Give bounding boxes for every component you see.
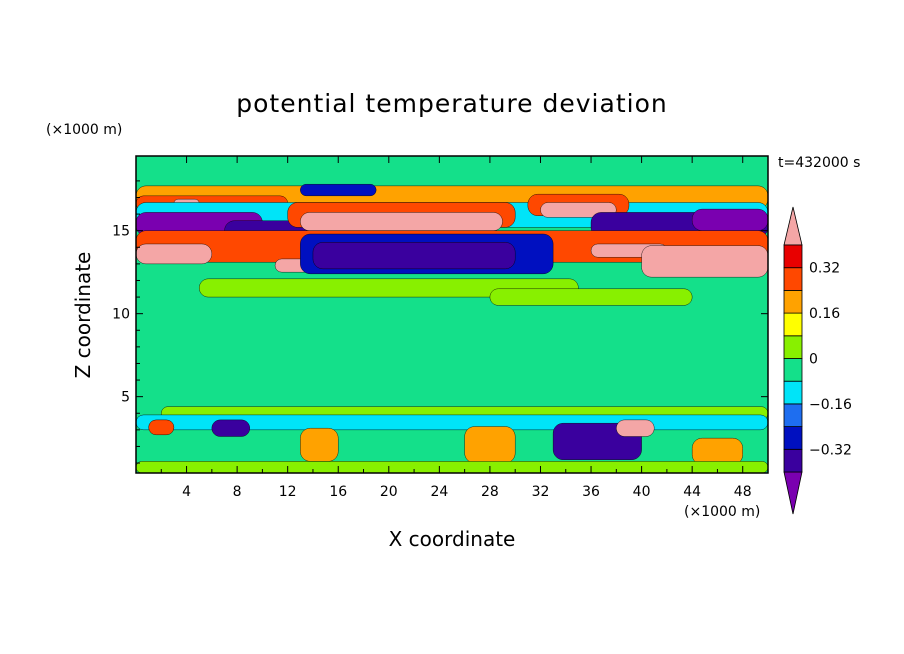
x-unit-label: (×1000 m) [684, 504, 760, 520]
z-unit-label: (×1000 m) [46, 122, 122, 138]
colorbar-tick-label: 0 [809, 352, 818, 368]
colorbar-segment [783, 335, 803, 359]
colorbar-segment [783, 403, 803, 427]
x-axis-label: X coordinate [389, 527, 516, 551]
contour-region [616, 419, 655, 437]
colorbar-segment [783, 380, 803, 405]
plot-area [135, 155, 769, 474]
x-tick-label: 48 [734, 484, 752, 500]
colorbar-segment [783, 426, 803, 450]
x-tick-label: 44 [683, 484, 701, 500]
x-tick-label: 20 [380, 484, 398, 500]
colorbar-segment [783, 289, 803, 314]
z-tick-label: 5 [121, 390, 130, 406]
colorbar-segment [783, 312, 803, 337]
colorbar-tick-label: −0.32 [809, 442, 852, 458]
colorbar-extend-min [783, 471, 803, 515]
colorbar-extend-max [783, 206, 803, 246]
x-tick-label: 16 [329, 484, 347, 500]
contour-region [211, 419, 250, 437]
contour-region [464, 426, 516, 464]
x-tick-label: 36 [582, 484, 600, 500]
chart-title: potential temperature deviation [236, 89, 667, 118]
colorbar-segment [783, 267, 803, 291]
colorbar-tick-label: −0.16 [809, 397, 852, 413]
colorbar-segment [783, 358, 803, 382]
contour-region [691, 437, 743, 465]
contour-region [312, 242, 516, 270]
colorbar: 0.32 0.16 0 −0.16 −0.32 [783, 206, 852, 515]
contour-region [489, 288, 693, 306]
x-axis: 4 8 12 16 20 24 28 32 36 40 44 48 [160, 156, 752, 500]
contour-region [300, 427, 339, 462]
plot-frame [135, 155, 769, 474]
contour-region [691, 208, 769, 231]
colorbar-tick-label: 0.32 [809, 261, 840, 277]
colorbar-tick-label: 0.16 [809, 306, 840, 322]
contour-region [148, 419, 175, 436]
contour-region [135, 243, 213, 265]
x-tick-label: 12 [279, 484, 297, 500]
x-tick-label: 32 [532, 484, 550, 500]
x-tick-label: 8 [233, 484, 242, 500]
contour-region [641, 245, 769, 278]
z-tick-label: 15 [112, 224, 130, 240]
colorbar-segment [783, 244, 803, 269]
x-tick-label: 24 [430, 484, 448, 500]
contour-region [198, 278, 579, 298]
time-label: t=432000 s [778, 155, 860, 171]
z-axis-label: Z coordinate [71, 252, 95, 379]
contour-region [300, 184, 377, 197]
x-tick-label: 28 [481, 484, 499, 500]
z-tick-label: 10 [112, 307, 130, 323]
contour-region [300, 212, 503, 231]
z-axis: 5 10 15 [112, 180, 768, 464]
contour-region [135, 461, 769, 474]
colorbar-segment [783, 448, 803, 473]
x-tick-label: 4 [182, 484, 191, 500]
x-tick-label: 40 [633, 484, 651, 500]
